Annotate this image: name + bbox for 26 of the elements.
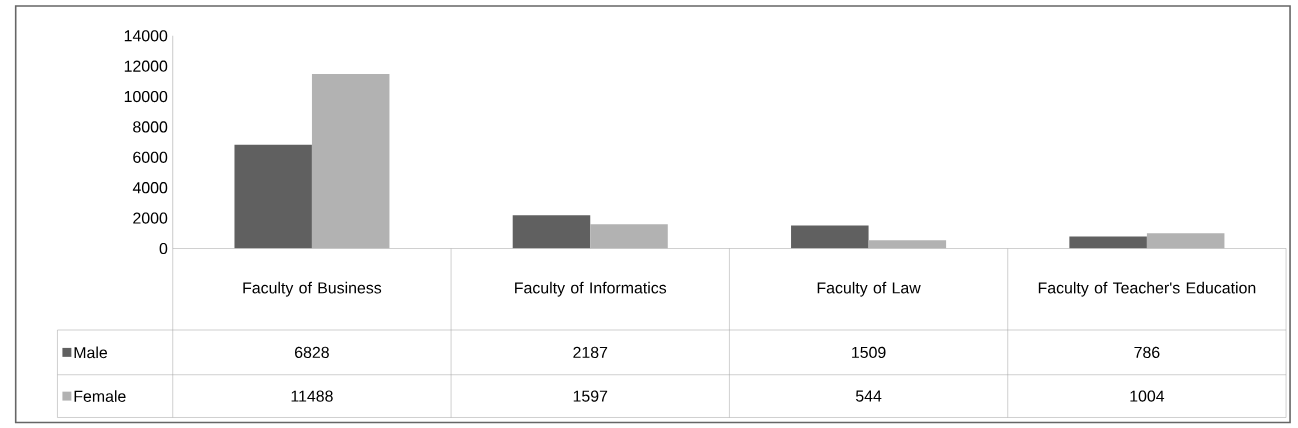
data-label: 1509 [852, 346, 886, 358]
x-tick-label: Faculty of Teacher's Education [1038, 281, 1256, 297]
legend-label: Female [74, 390, 126, 402]
bar [791, 225, 869, 249]
bar [1069, 236, 1147, 249]
data-label: 1004 [1130, 390, 1165, 402]
x-tick-label: Faculty of Law [817, 281, 921, 297]
y-tick-label: 2000 [133, 212, 168, 224]
data-label: 2187 [573, 346, 608, 358]
data-label: 1597 [573, 390, 608, 402]
y-tick-label: 14000 [124, 29, 168, 42]
data-label: 11488 [291, 390, 333, 402]
y-tick-label: 4000 [132, 181, 168, 194]
data-label: 544 [855, 390, 882, 402]
y-tick-label: 10000 [124, 90, 168, 102]
y-tick-label: 6000 [133, 151, 168, 163]
bar [512, 215, 591, 249]
x-tick-label: Faculty of Business [243, 281, 382, 297]
legend-label: Male [74, 346, 108, 359]
data-label: 786 [1134, 346, 1160, 358]
bar [234, 144, 312, 249]
y-tick-label: 0 [159, 242, 168, 254]
x-tick-label: Faculty of Informatics [515, 281, 667, 297]
data-label: 6828 [295, 346, 329, 358]
y-tick-label: 12000 [124, 60, 168, 72]
y-tick-label: 8000 [133, 121, 168, 133]
